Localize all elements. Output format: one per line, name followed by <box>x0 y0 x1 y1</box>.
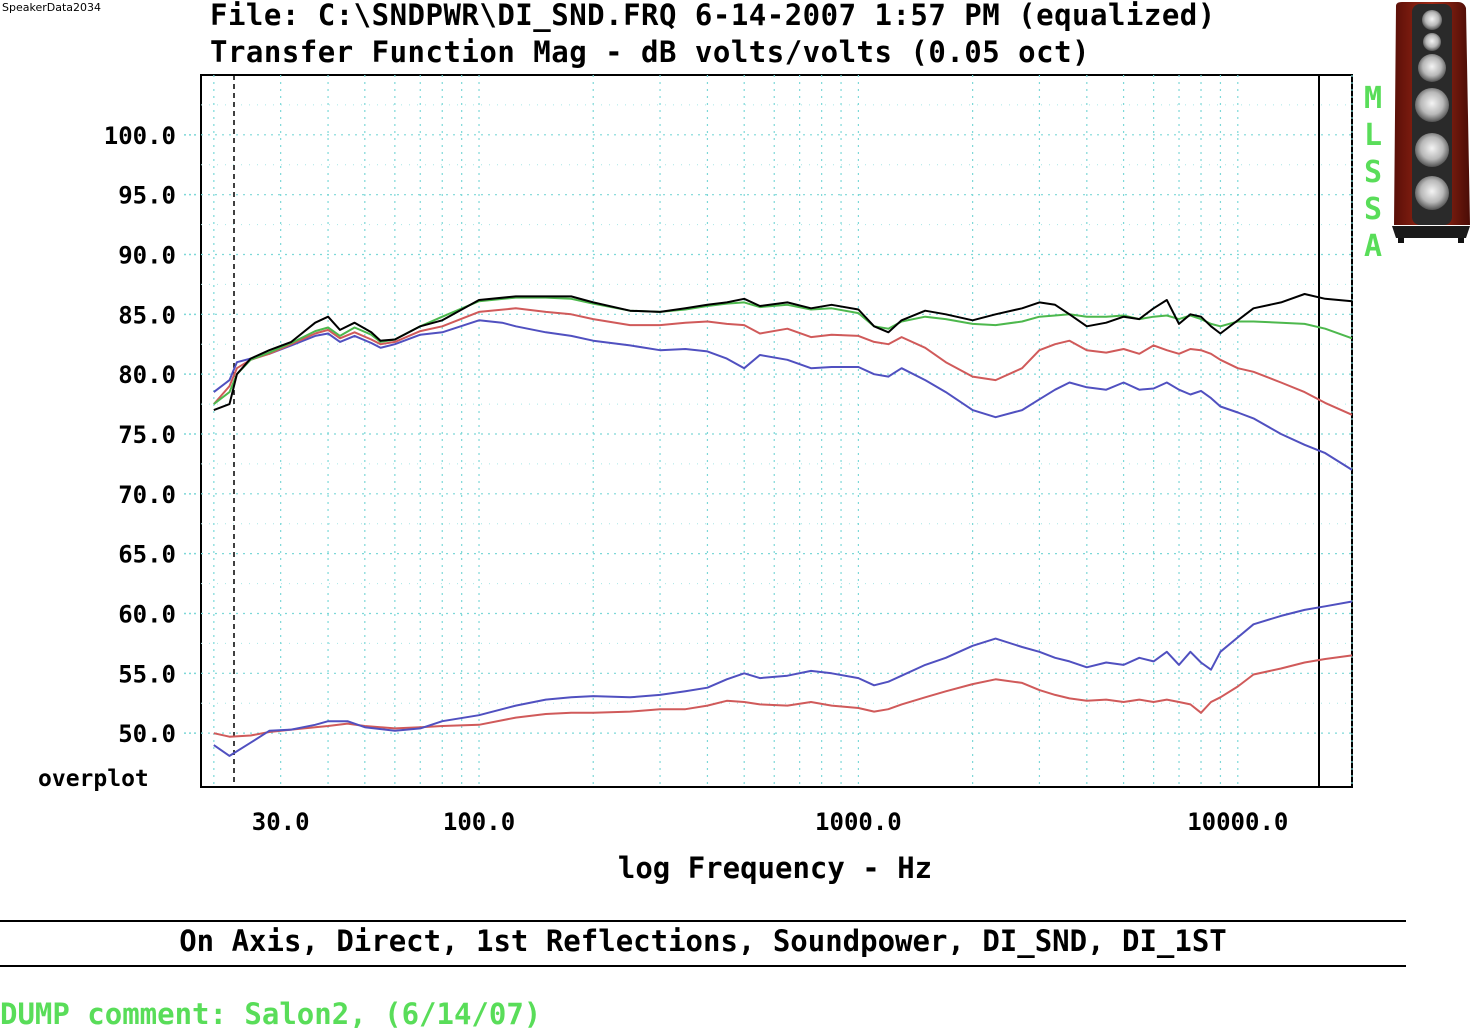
watermark-text: SpeakerData2034 <box>2 1 101 14</box>
mlssa-letter: A <box>1363 229 1383 264</box>
y-tick-label: 65.0 <box>118 541 176 569</box>
y-tick-label: 55.0 <box>118 660 176 688</box>
y-tick-label: 95.0 <box>118 182 176 210</box>
y-tick-label: 80.0 <box>118 361 176 389</box>
y-tick-label: 85.0 <box>118 301 176 329</box>
y-tick-label: 50.0 <box>118 720 176 748</box>
y-tick-label: 70.0 <box>118 481 176 509</box>
series-line <box>213 654 1353 738</box>
x-tick-label: 1000.0 <box>815 808 902 836</box>
legend-top-rule <box>0 920 1406 922</box>
tower-speaker-icon <box>1392 2 1470 243</box>
y-tick-labels: 50.0 55.0 60.0 65.0 70.0 75.0 80.0 85.0 90.0 95.0… <box>104 122 197 748</box>
mlssa-letter: S <box>1363 192 1383 227</box>
x-tick-labels: 30.0 100.0 1000.0 10000.0 <box>252 808 1289 836</box>
series-line <box>213 319 1353 471</box>
dump-comment: DUMP comment: Salon2, (6/14/07) <box>0 997 542 1031</box>
legend-line: On Axis, Direct, 1st Reflections, Soundp… <box>179 924 1227 958</box>
x-tick-label: 10000.0 <box>1187 808 1288 836</box>
series-line <box>213 293 1353 412</box>
chart-subtitle: Transfer Function Mag - dB volts/volts (… <box>210 35 1091 69</box>
mlssa-letter: M <box>1363 81 1383 116</box>
x-tick-label: 30.0 <box>252 808 310 836</box>
file-title: File: C:\SNDPWR\DI_SND.FRQ 6-14-2007 1:5… <box>210 0 1216 32</box>
x-axis-label: log Frequency - Hz <box>618 851 932 885</box>
legend-bottom-rule <box>0 965 1406 967</box>
mlssa-letter: L <box>1363 118 1383 153</box>
y-tick-label: 90.0 <box>118 241 176 269</box>
series-line <box>213 307 1353 416</box>
y-tick-label: 100.0 <box>104 122 176 150</box>
frequency-response-chart: 50.0 55.0 60.0 65.0 70.0 75.0 80.0 85.0 90.0 95.0… <box>38 74 1353 885</box>
y-tick-label: 75.0 <box>118 421 176 449</box>
curves <box>213 293 1353 757</box>
overplot-label: overplot <box>38 766 149 792</box>
series-line <box>213 296 1353 405</box>
plot-frame <box>200 74 1353 788</box>
grid-lines <box>201 75 1353 787</box>
x-tick-label: 100.0 <box>443 808 515 836</box>
series-line <box>213 600 1353 757</box>
y-tick-label: 60.0 <box>118 600 176 628</box>
mlssa-letter: S <box>1363 155 1383 190</box>
